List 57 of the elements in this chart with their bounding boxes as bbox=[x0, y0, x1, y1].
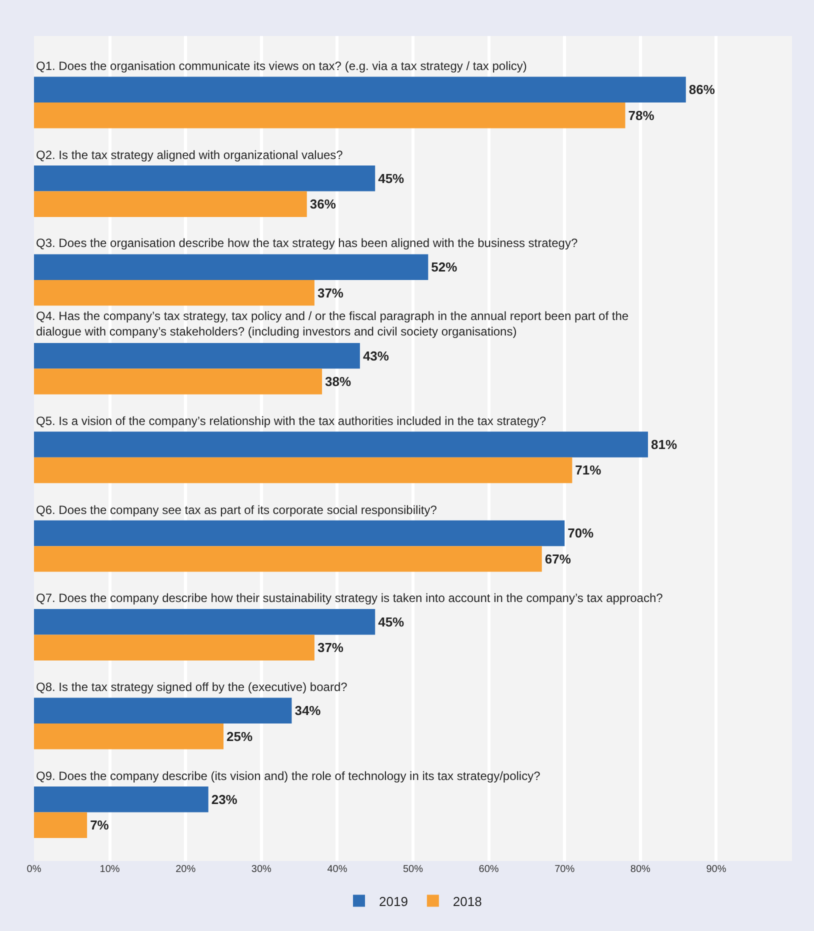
data-label: 70% bbox=[568, 526, 594, 541]
y-tick-label: Q2. Is the tax strategy aligned with organizational values? bbox=[36, 148, 344, 162]
data-label: 78% bbox=[628, 108, 655, 123]
bar bbox=[34, 812, 88, 838]
legend-label: 2019 bbox=[379, 894, 408, 909]
bar bbox=[34, 432, 648, 458]
y-tick-label: Q8. Is the tax strategy signed off by the (executive) board? bbox=[36, 680, 348, 694]
bar bbox=[34, 786, 208, 812]
data-label: 34% bbox=[294, 703, 322, 718]
x-tick-label: 10% bbox=[100, 864, 120, 875]
data-label: 37% bbox=[317, 285, 344, 300]
legend-label: 2018 bbox=[452, 894, 482, 909]
bar bbox=[34, 102, 626, 128]
y-tick-label: Q1. Does the organisation communicate its views on tax? (e.g. via a tax strategy / tax policy) bbox=[36, 59, 527, 73]
data-label: 67% bbox=[544, 551, 572, 566]
data-label: 38% bbox=[325, 374, 352, 390]
data-label: 71% bbox=[575, 462, 602, 478]
data-label: 45% bbox=[378, 614, 405, 630]
y-tick-label: Q7. Does the company describe how their sustainability strategy is taken into account in the company’s tax approach? bbox=[36, 591, 664, 605]
x-tick-label: 60% bbox=[478, 864, 499, 875]
data-label: 23% bbox=[211, 792, 238, 807]
data-label: 25% bbox=[226, 728, 253, 744]
y-tick-label: Q3. Does the organisation describe how the tax strategy has been aligned with the business strategy? bbox=[36, 236, 578, 250]
bar bbox=[34, 280, 314, 306]
x-tick-label: 90% bbox=[706, 864, 726, 875]
bar bbox=[34, 634, 314, 661]
bar bbox=[34, 368, 322, 394]
bar bbox=[34, 166, 376, 192]
bar bbox=[34, 520, 565, 546]
bar bbox=[34, 457, 572, 484]
data-label: 45% bbox=[378, 170, 405, 186]
x-tick-label: 20% bbox=[176, 864, 196, 875]
x-tick-label: 0% bbox=[26, 864, 42, 875]
y-tick-label: Q4. Has the company’s tax strategy, tax policy and / or the fiscal paragraph in the annual report been part of the dialogue with company’s stakeholders? (including investors and civil society organisations) bbox=[36, 309, 629, 339]
y-tick-label: Q9. Does the company describe (its vision and) the role of technology in its tax strategy/policy? bbox=[36, 769, 541, 783]
bar bbox=[34, 76, 686, 103]
data-label: 81% bbox=[650, 437, 678, 452]
x-tick-label: 30% bbox=[251, 864, 272, 875]
data-label: 86% bbox=[688, 82, 716, 98]
bar bbox=[34, 254, 428, 280]
data-label: 7% bbox=[90, 818, 110, 833]
bar bbox=[34, 609, 376, 635]
data-label: 43% bbox=[362, 348, 390, 364]
bar bbox=[34, 191, 307, 217]
x-tick-label: 50% bbox=[402, 864, 424, 875]
data-label: 36% bbox=[310, 196, 336, 212]
x-tick-label: 80% bbox=[630, 864, 651, 875]
bar bbox=[34, 724, 224, 750]
data-label: 37% bbox=[317, 640, 344, 656]
x-tick-label: 70% bbox=[554, 864, 575, 875]
y-tick-label: Q6. Does the company see tax as part of its corporate social responsibility? bbox=[36, 503, 438, 517]
y-tick-label: Q5. Is a vision of the company’s relationship with the tax authorities included in the tax strategy? bbox=[36, 414, 546, 428]
bar bbox=[34, 546, 542, 572]
x-tick-label: 40% bbox=[327, 864, 348, 875]
bar bbox=[34, 342, 360, 369]
bar bbox=[34, 698, 292, 724]
data-label: 52% bbox=[431, 260, 458, 275]
